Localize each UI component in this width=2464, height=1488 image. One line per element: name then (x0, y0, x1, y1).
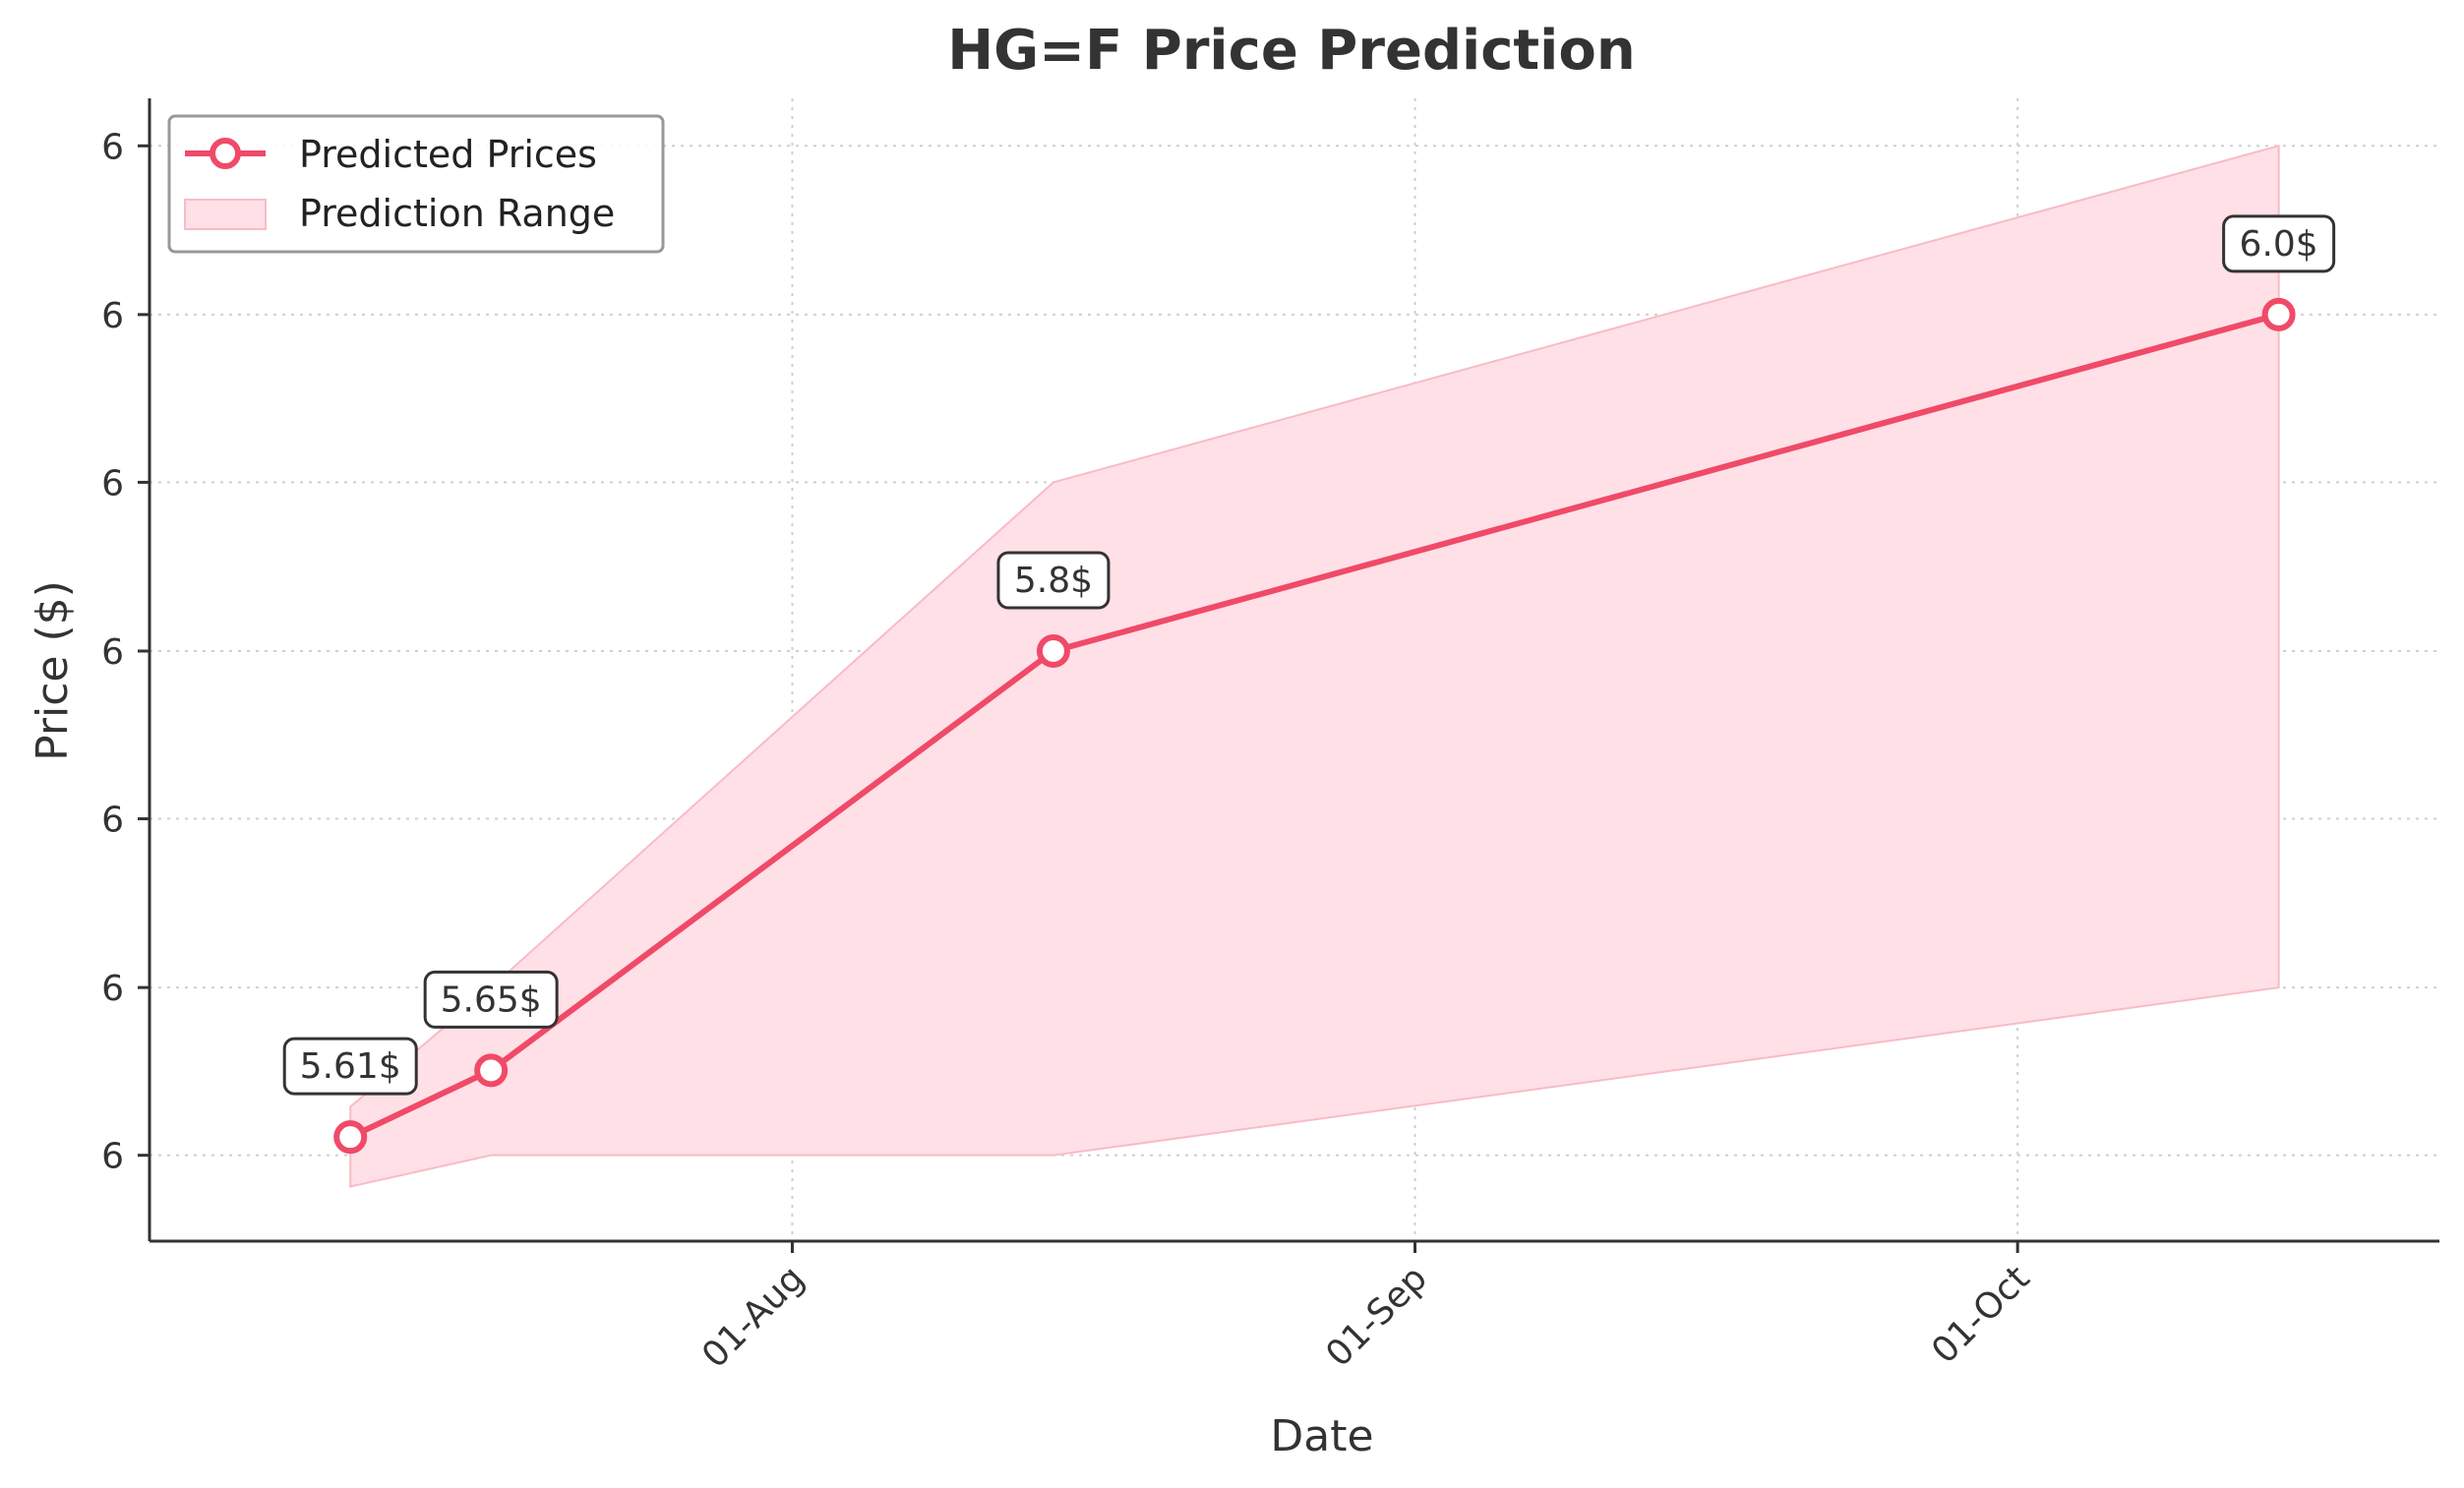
y-tick-labels: 6 6 6 6 6 6 6 (101, 127, 124, 1176)
prediction-range-band (349, 144, 2280, 1188)
x-tick-label: 01-Aug (694, 1258, 812, 1376)
data-point-marker (2261, 297, 2296, 331)
y-tick-label: 6 (101, 463, 124, 504)
legend-marker-swatch (210, 138, 241, 169)
data-label-box (996, 551, 1111, 610)
legend-label-predicted: Predicted Prices (299, 133, 597, 176)
data-label-box (423, 970, 559, 1029)
data-label: 5.8$ (1014, 561, 1093, 601)
data-point-marker (333, 1120, 368, 1155)
y-tick-label: 6 (101, 1137, 124, 1177)
predicted-prices-line (348, 311, 2280, 1140)
y-tick-label: 6 (101, 969, 124, 1009)
y-axis-label: Price ($) (28, 580, 78, 761)
data-label-box (282, 1037, 418, 1096)
axes (138, 98, 2439, 1253)
y-tick-label: 6 (101, 296, 124, 336)
data-point-marker (1036, 633, 1070, 668)
data-point-marker (474, 1053, 509, 1088)
y-tick-label: 6 (101, 801, 124, 841)
y-tick-label: 6 (101, 632, 124, 673)
data-label: 5.61$ (300, 1046, 401, 1087)
data-label: 6.0$ (2240, 224, 2318, 265)
y-tick-label: 6 (101, 127, 124, 167)
legend-label-range: Prediction Range (299, 192, 615, 235)
x-tick-labels: 01-Aug 01-Sep 01-Oct (694, 1258, 2037, 1376)
data-markers (333, 297, 2296, 1155)
legend-box (167, 114, 665, 254)
legend-band-swatch (184, 199, 267, 230)
x-axis-label: Date (1270, 1411, 1373, 1461)
x-tick-label: 01-Oct (1924, 1258, 2037, 1371)
chart-title: HG=F Price Prediction (947, 19, 1635, 83)
legend: Predicted Prices Prediction Range (167, 114, 665, 254)
data-label: 5.65$ (441, 980, 542, 1020)
x-tick-label: 01-Sep (1318, 1258, 1435, 1375)
data-labels: 5.61$ 5.65$ 5.8$ 6.0$ (282, 214, 2336, 1096)
data-label-box (2222, 214, 2336, 273)
